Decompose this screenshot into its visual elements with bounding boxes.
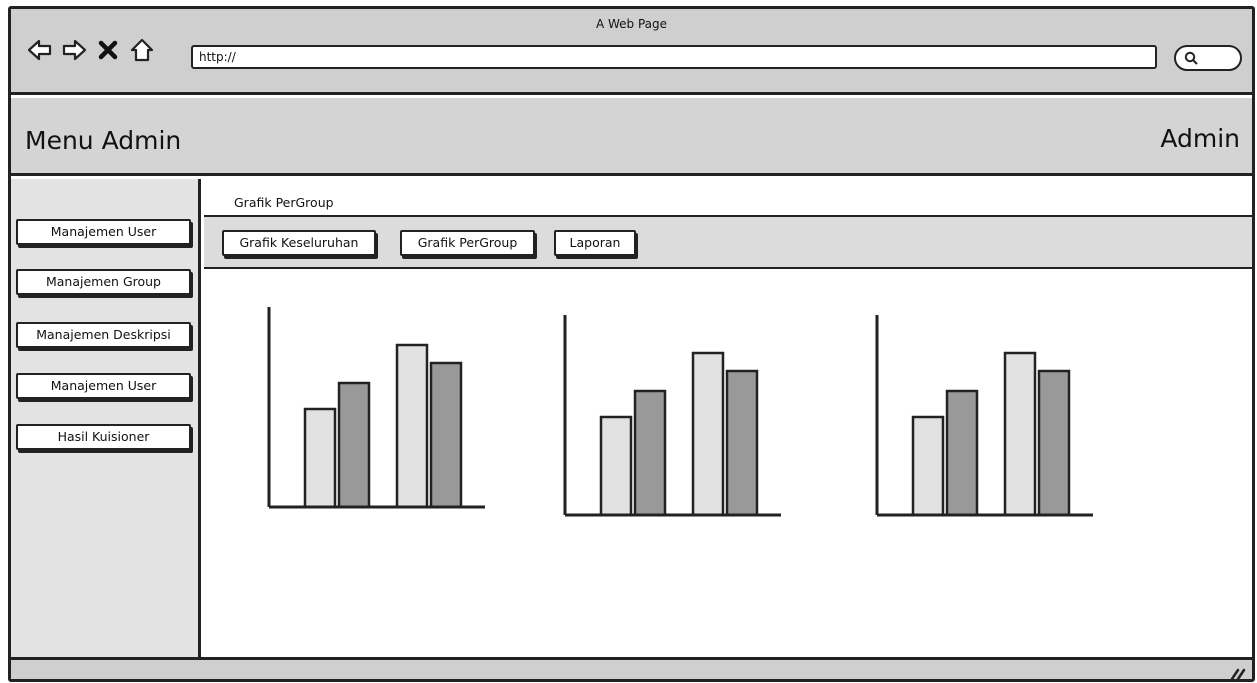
chart-bar xyxy=(599,415,633,517)
admin-user-label[interactable]: Admin xyxy=(1160,124,1240,153)
chart-bar xyxy=(911,415,945,517)
home-icon[interactable] xyxy=(129,37,155,63)
app-header: Menu Admin Admin xyxy=(11,98,1252,176)
chart-bar xyxy=(395,343,429,509)
chart-bar xyxy=(429,361,463,509)
sidebar-item-manajemen-deskripsi[interactable]: Manajemen Deskripsi xyxy=(16,322,191,348)
nav-icons xyxy=(27,37,155,63)
tab-laporan[interactable]: Laporan xyxy=(554,230,636,256)
main-content: Grafik PerGroup Grafik Keseluruhan Grafi… xyxy=(204,179,1252,657)
window-title: A Web Page xyxy=(595,17,668,31)
chart-bar xyxy=(303,407,337,509)
sidebar-item-manajemen-user-2[interactable]: Manajemen User xyxy=(16,373,191,399)
chart-bar xyxy=(945,389,979,517)
resize-grip-icon[interactable] xyxy=(1230,666,1246,680)
tab-grafik-keseluruhan[interactable]: Grafik Keseluruhan xyxy=(222,230,376,256)
back-arrow-icon[interactable] xyxy=(27,37,53,63)
tab-bar: Grafik Keseluruhan Grafik PerGroup Lapor… xyxy=(204,215,1252,269)
sidebar: Manajemen User Manajemen Group Manajemen… xyxy=(11,179,201,657)
search-icon xyxy=(1184,51,1198,65)
bar-chart-3 xyxy=(875,315,1093,517)
bar-chart-2 xyxy=(563,315,781,517)
bar-chart-1 xyxy=(267,307,485,509)
browser-window: A Web Page http:// Menu Admin Admin Mana… xyxy=(8,6,1255,682)
chart-bar xyxy=(691,351,725,517)
chart-bar xyxy=(1037,369,1071,517)
chart-bar xyxy=(725,369,759,517)
sidebar-item-manajemen-user[interactable]: Manajemen User xyxy=(16,219,191,245)
search-button[interactable] xyxy=(1174,45,1242,71)
chart-bar xyxy=(1003,351,1037,517)
status-bar xyxy=(11,657,1252,680)
browser-chrome: A Web Page http:// xyxy=(11,9,1252,95)
breadcrumb: Grafik PerGroup xyxy=(234,195,334,210)
chart-bar xyxy=(633,389,667,517)
url-input[interactable]: http:// xyxy=(191,45,1157,69)
sidebar-item-manajemen-group[interactable]: Manajemen Group xyxy=(16,269,191,295)
close-x-icon[interactable] xyxy=(95,37,121,63)
chart-bar xyxy=(337,381,371,509)
forward-arrow-icon[interactable] xyxy=(61,37,87,63)
app-title: Menu Admin xyxy=(25,126,182,155)
sidebar-item-hasil-kuisioner[interactable]: Hasil Kuisioner xyxy=(16,424,191,450)
tab-grafik-pergroup[interactable]: Grafik PerGroup xyxy=(400,230,535,256)
